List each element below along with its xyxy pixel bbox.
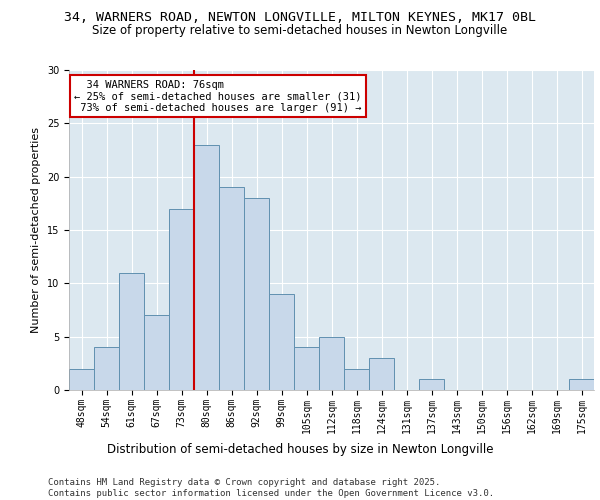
- Bar: [194, 144, 219, 390]
- Text: 34, WARNERS ROAD, NEWTON LONGVILLE, MILTON KEYNES, MK17 0BL: 34, WARNERS ROAD, NEWTON LONGVILLE, MILT…: [64, 11, 536, 24]
- Text: Distribution of semi-detached houses by size in Newton Longville: Distribution of semi-detached houses by …: [107, 442, 493, 456]
- Bar: [94, 348, 119, 390]
- Bar: [119, 272, 144, 390]
- Bar: [319, 336, 344, 390]
- Bar: [219, 188, 244, 390]
- Text: Contains HM Land Registry data © Crown copyright and database right 2025.
Contai: Contains HM Land Registry data © Crown c…: [48, 478, 494, 498]
- Bar: [144, 316, 169, 390]
- Bar: [169, 208, 194, 390]
- Bar: [69, 368, 94, 390]
- Bar: [344, 368, 369, 390]
- Text: Size of property relative to semi-detached houses in Newton Longville: Size of property relative to semi-detach…: [92, 24, 508, 37]
- Bar: [244, 198, 269, 390]
- Bar: [294, 348, 319, 390]
- Bar: [419, 380, 444, 390]
- Bar: [369, 358, 394, 390]
- Bar: [269, 294, 294, 390]
- Bar: [569, 380, 594, 390]
- Text: 34 WARNERS ROAD: 76sqm
← 25% of semi-detached houses are smaller (31)
 73% of se: 34 WARNERS ROAD: 76sqm ← 25% of semi-det…: [74, 80, 362, 113]
- Y-axis label: Number of semi-detached properties: Number of semi-detached properties: [31, 127, 41, 333]
